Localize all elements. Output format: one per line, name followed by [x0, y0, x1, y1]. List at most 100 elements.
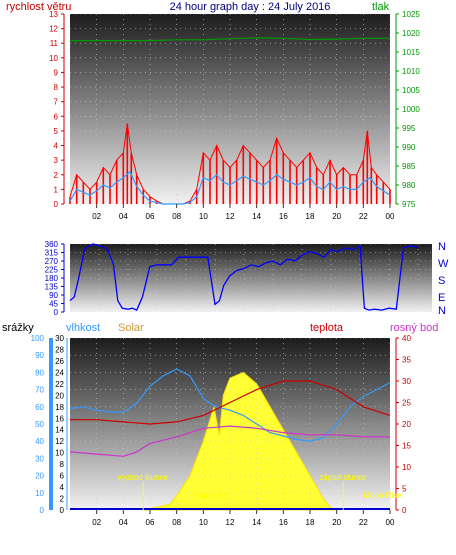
wind-tick-label: 1 — [54, 185, 59, 194]
compass-label: E — [438, 292, 445, 304]
pressure-tick-label: 990 — [402, 143, 416, 152]
pressure-tick-label: 995 — [402, 124, 416, 133]
humidity-tick-label: 0 — [60, 506, 65, 515]
direction-tick-label: 225 — [45, 266, 59, 275]
humidity-tick-label: 24 — [55, 368, 64, 377]
pressure-tick-label: 1015 — [402, 48, 420, 57]
event-annotation: Moon Rise — [363, 491, 402, 500]
humidity-tick-label: 16 — [55, 414, 64, 423]
direction-tick-label: 180 — [45, 274, 59, 283]
x-tick-label: 12 — [226, 518, 235, 527]
dew-point-series — [69, 425, 390, 457]
pressure-tick-label: 975 — [402, 200, 416, 209]
wind-direction-series — [69, 243, 419, 311]
compass-label: S — [438, 275, 445, 287]
temperature-tick-label: 40 — [402, 334, 411, 343]
x-tick-label: 00 — [386, 518, 395, 527]
rain-axis-bar — [49, 338, 53, 510]
x-tick-label: 22 — [359, 518, 368, 527]
humidity-tick-label: 2 — [60, 495, 65, 504]
x-tick-label: 04 — [119, 518, 128, 527]
x-tick-label: 20 — [332, 212, 341, 221]
x-tick-label: 14 — [252, 212, 261, 221]
temperature-label: teplota — [310, 322, 344, 334]
rain-tick-label: 100 — [31, 334, 45, 343]
x-tick-label: 00 — [386, 212, 395, 221]
wind-tick-label: 12 — [49, 25, 58, 34]
rain-tick-label: 90 — [35, 351, 44, 360]
event-annotation: Moon Set — [195, 491, 230, 500]
x-tick-label: 12 — [226, 212, 235, 221]
rain-tick-label: 20 — [35, 472, 44, 481]
humidity-tick-label: 22 — [55, 380, 64, 389]
pressure-tick-label: 1005 — [402, 86, 420, 95]
wind-gust-line — [69, 123, 391, 205]
rain-tick-label: 70 — [35, 386, 44, 395]
temperature-tick-label: 20 — [402, 420, 411, 429]
x-tick-label: 18 — [306, 212, 315, 221]
direction-tick-label: 360 — [45, 240, 59, 249]
wind-tick-label: 0 — [54, 200, 59, 209]
x-tick-label: 04 — [119, 212, 128, 221]
wind-tick-label: 2 — [54, 171, 59, 180]
humidity-tick-label: 6 — [60, 472, 65, 481]
pressure-tick-label: 1025 — [402, 10, 420, 19]
x-tick-label: 20 — [332, 518, 341, 527]
temperature-tick-label: 10 — [402, 463, 411, 472]
humidity-tick-label: 12 — [55, 437, 64, 446]
rain-tick-label: 60 — [35, 403, 44, 412]
event-annotation: západ slunce — [319, 473, 367, 482]
compass-label: W — [438, 258, 449, 270]
chart-title: 24 hour graph day : 24 July 2016 — [170, 1, 331, 13]
wind-speed-series — [69, 170, 391, 205]
solar-label: Solar — [118, 322, 144, 334]
humidity-tick-label: 18 — [55, 403, 64, 412]
humidity-tick-label: 8 — [60, 460, 65, 469]
x-tick-label: 18 — [306, 518, 315, 527]
pressure-tick-label: 980 — [402, 181, 416, 190]
x-tick-label: 10 — [199, 518, 208, 527]
x-tick-label: 06 — [146, 518, 155, 527]
direction-tick-label: 315 — [45, 249, 59, 258]
wind-tick-label: 5 — [54, 127, 59, 136]
rain-tick-label: 80 — [35, 368, 44, 377]
x-tick-label: 02 — [92, 212, 101, 221]
x-tick-label: 16 — [279, 518, 288, 527]
temperature-tick-label: 15 — [402, 442, 411, 451]
dew-point-label: rosný bod — [390, 322, 438, 334]
pressure-label: tlak — [372, 1, 390, 13]
temperature-tick-label: 25 — [402, 399, 411, 408]
humidity-tick-label: 30 — [55, 334, 64, 343]
x-tick-label: 22 — [359, 212, 368, 221]
humidity-label: vlhkost — [66, 322, 100, 334]
wind-tick-label: 6 — [54, 112, 59, 121]
pressure-series — [70, 37, 390, 42]
humidity-tick-label: 10 — [55, 449, 64, 458]
x-tick-label: 08 — [172, 518, 181, 527]
humidity-tick-label: 20 — [55, 391, 64, 400]
rain-tick-label: 40 — [35, 437, 44, 446]
compass-label: N — [438, 241, 446, 253]
pressure-tick-label: 1000 — [402, 105, 420, 114]
pressure-tick-label: 985 — [402, 162, 416, 171]
direction-tick-label: 270 — [45, 257, 59, 266]
wind-tick-label: 9 — [54, 68, 59, 77]
humidity-tick-label: 26 — [55, 357, 64, 366]
rain-tick-label: 10 — [35, 489, 44, 498]
temperature-tick-label: 5 — [402, 485, 407, 494]
temperature-tick-label: 0 — [402, 506, 407, 515]
x-tick-label: 02 — [92, 518, 101, 527]
temperature-series — [70, 380, 391, 425]
event-annotation: východ slunce — [117, 473, 168, 482]
temperature-tick-label: 30 — [402, 377, 411, 386]
rain-label: srážky — [2, 322, 34, 334]
rain-tick-label: 50 — [35, 420, 44, 429]
direction-tick-label: 90 — [49, 291, 58, 300]
compass-label: N — [438, 305, 446, 317]
humidity-series — [69, 368, 391, 442]
wind-tick-label: 10 — [49, 54, 58, 63]
x-tick-label: 14 — [252, 518, 261, 527]
